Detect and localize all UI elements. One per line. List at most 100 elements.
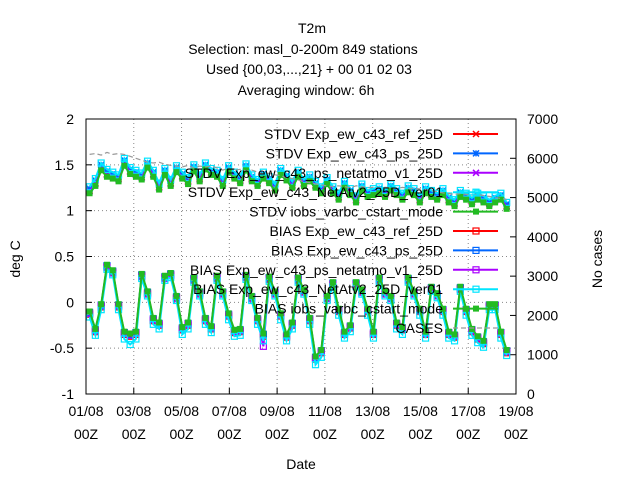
y2-tick-label: 6000 [527, 150, 558, 166]
data-point [422, 328, 429, 335]
x-tick-label: 05/08 [164, 403, 199, 419]
data-point [485, 197, 493, 206]
data-point [486, 301, 493, 308]
data-point [237, 180, 244, 187]
data-point [318, 347, 325, 353]
data-point [207, 166, 215, 174]
data-point [422, 190, 429, 197]
data-point [472, 285, 480, 293]
data-point [369, 334, 378, 342]
data-point [300, 182, 307, 189]
y2-tick-label: 2000 [527, 307, 558, 323]
data-point [472, 227, 480, 235]
data-point [208, 171, 215, 178]
data-point [132, 335, 140, 343]
data-point [369, 186, 377, 195]
legend-label: BIAS Exp_ew_c43_ps_25D [271, 242, 443, 258]
data-point [92, 182, 99, 189]
data-point [497, 189, 505, 197]
data-point [115, 301, 122, 308]
data-point [364, 188, 372, 196]
data-point [150, 173, 157, 180]
data-point [324, 181, 331, 188]
data-point [427, 188, 435, 196]
data-point [347, 322, 354, 329]
data-point [260, 175, 267, 182]
data-point [353, 199, 360, 206]
y-tick-label: 2 [66, 111, 74, 127]
data-point [312, 353, 319, 360]
data-point [289, 319, 296, 326]
x-tick-sublabel: 00Z [504, 426, 529, 442]
data-point [434, 290, 441, 297]
data-point [259, 337, 267, 345]
data-point [98, 167, 105, 174]
data-point [242, 160, 250, 168]
x-tick-sublabel: 00Z [74, 426, 99, 442]
data-point [468, 325, 475, 332]
data-point [335, 191, 343, 199]
data-point [155, 325, 163, 333]
data-point [492, 199, 499, 206]
data-point [416, 199, 423, 206]
data-point [472, 246, 480, 254]
data-point [219, 288, 226, 295]
data-point [178, 330, 186, 339]
data-point [266, 273, 273, 280]
x-tick-sublabel: 00Z [265, 426, 290, 442]
data-point [474, 333, 481, 340]
data-point [282, 337, 291, 345]
data-point [161, 164, 169, 173]
data-point [468, 196, 476, 204]
data-point [138, 176, 145, 183]
data-point [451, 203, 458, 210]
data-point [439, 305, 446, 312]
legend-layer: STDV Exp_ew_c43_ref_25D STDV Exp_ew_c43_p… [185, 126, 498, 336]
data-point [472, 149, 480, 157]
x-tick-label: 15/08 [403, 403, 438, 419]
data-point [225, 310, 232, 317]
data-point [190, 274, 197, 281]
data-point [126, 340, 134, 349]
data-point [480, 337, 487, 344]
data-point [497, 328, 504, 335]
data-point [370, 328, 377, 335]
data-point [340, 177, 349, 185]
data-point [91, 331, 99, 339]
data-point [410, 288, 417, 295]
data-point [138, 171, 146, 179]
data-point [434, 196, 441, 203]
data-point [306, 171, 314, 179]
data-point [259, 168, 267, 176]
data-point [120, 154, 128, 163]
data-point [202, 314, 209, 321]
data-point [295, 274, 302, 281]
data-point [306, 314, 313, 321]
data-point [398, 330, 407, 339]
series-layer [85, 151, 511, 369]
data-point [472, 130, 480, 138]
data-point [179, 175, 186, 182]
data-point [236, 331, 244, 339]
x-tick-label: 01/08 [68, 403, 103, 419]
legend-label: BIAS Exp_ew_c43_NetAtv2_25D_ver01 [193, 281, 443, 297]
y-tick-label: 1 [66, 203, 74, 219]
data-point [167, 182, 174, 189]
data-point [109, 170, 117, 178]
series-group [89, 151, 507, 201]
data-point [144, 164, 151, 171]
legend-label: CASES [396, 320, 443, 336]
data-point [341, 328, 348, 335]
data-point [329, 185, 337, 193]
data-point [265, 175, 273, 183]
data-point [271, 182, 279, 190]
data-point [387, 182, 395, 190]
y-tick-label: 0 [66, 294, 74, 310]
series-line [89, 151, 507, 201]
data-point [335, 196, 342, 203]
data-point [405, 189, 412, 196]
data-point [254, 314, 261, 321]
data-point [376, 274, 383, 281]
series-line [88, 156, 508, 203]
